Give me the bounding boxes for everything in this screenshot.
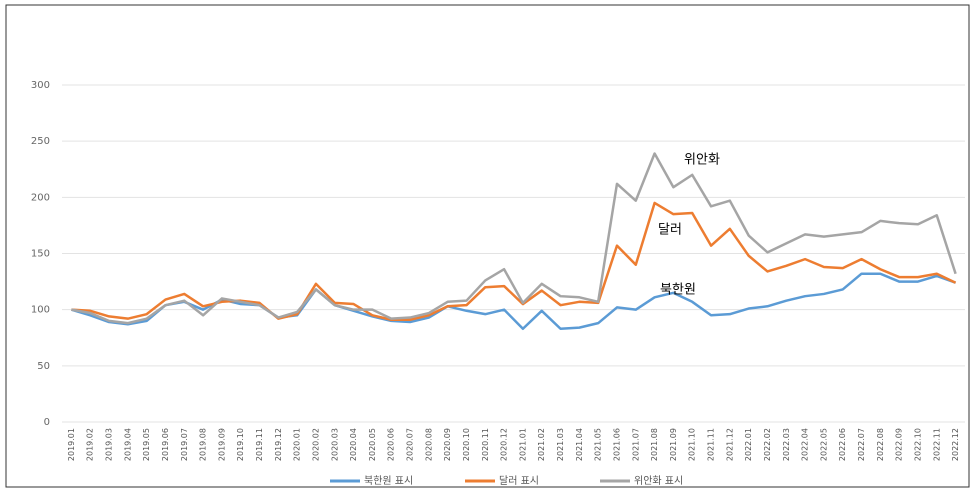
x-tick-label: 2021.10 xyxy=(688,428,697,461)
x-tick-label: 2022.03 xyxy=(782,428,791,461)
y-tick-label: 100 xyxy=(31,305,50,316)
x-tick-label: 2022.12 xyxy=(951,428,960,461)
y-tick-label: 200 xyxy=(31,192,50,203)
x-tick-label: 2019.09 xyxy=(217,428,226,461)
x-tick-label: 2020.05 xyxy=(368,428,377,461)
x-tick-label: 2020.06 xyxy=(387,428,396,461)
x-tick-label: 2020.04 xyxy=(349,428,358,461)
x-tick-label: 2022.11 xyxy=(932,428,941,461)
x-tick-label: 2019.02 xyxy=(86,428,95,461)
x-tick-label: 2022.10 xyxy=(913,428,922,461)
x-tick-label: 2022.02 xyxy=(763,428,772,461)
legend-label: 달러 표시 xyxy=(499,475,539,487)
x-tick-label: 2021.05 xyxy=(594,428,603,461)
x-tick-label: 2022.01 xyxy=(744,428,753,461)
x-tick-label: 2021.02 xyxy=(537,428,546,461)
x-tick-label: 2022.08 xyxy=(876,428,885,461)
y-tick-label: 50 xyxy=(37,361,50,372)
x-tick-label: 2020.07 xyxy=(406,428,415,461)
y-tick-label: 300 xyxy=(31,80,50,91)
x-tick-label: 2021.08 xyxy=(650,428,659,461)
x-tick-label: 2020.09 xyxy=(443,428,452,461)
x-tick-label: 2021.03 xyxy=(556,428,565,461)
x-tick-label: 2020.11 xyxy=(481,428,490,461)
x-tick-label: 2019.10 xyxy=(236,428,245,461)
x-tick-label: 2020.01 xyxy=(293,428,302,461)
legend-label: 북한원 표시 xyxy=(364,475,413,487)
x-tick-label: 2022.04 xyxy=(801,428,810,461)
annotation: 북한원 xyxy=(660,283,696,298)
x-tick-label: 2022.05 xyxy=(819,428,828,461)
x-tick-label: 2021.12 xyxy=(725,428,734,461)
x-tick-label: 2021.07 xyxy=(631,428,640,461)
x-tick-label: 2021.01 xyxy=(518,428,527,461)
x-tick-label: 2022.06 xyxy=(838,428,847,461)
x-tick-label: 2019.07 xyxy=(180,428,189,461)
annotation: 달러 xyxy=(658,223,682,238)
x-tick-label: 2020.08 xyxy=(424,428,433,461)
x-tick-label: 2019.12 xyxy=(274,428,283,461)
x-tick-label: 2020.03 xyxy=(330,428,339,461)
x-tick-label: 2022.09 xyxy=(895,428,904,461)
x-tick-label: 2019.01 xyxy=(67,428,76,461)
x-tick-label: 2020.10 xyxy=(462,428,471,461)
x-tick-label: 2019.11 xyxy=(255,428,264,461)
x-tick-label: 2020.02 xyxy=(311,428,320,461)
x-tick-label: 2021.09 xyxy=(669,428,678,461)
y-tick-label: 250 xyxy=(31,136,50,147)
x-tick-label: 2019.05 xyxy=(142,428,151,461)
x-tick-label: 2022.07 xyxy=(857,428,866,461)
x-tick-label: 2021.11 xyxy=(707,428,716,461)
x-tick-label: 2021.04 xyxy=(575,428,584,461)
annotation: 위안화 xyxy=(684,153,720,168)
x-tick-label: 2019.06 xyxy=(161,428,170,461)
y-tick-label: 150 xyxy=(31,249,50,260)
series-line xyxy=(71,152,957,325)
y-tick-label: 0 xyxy=(44,417,50,428)
x-tick-label: 2019.03 xyxy=(105,428,114,461)
x-tick-label: 2019.04 xyxy=(123,428,132,461)
legend-label: 위안화 표시 xyxy=(634,474,683,487)
x-tick-label: 2020.12 xyxy=(500,428,509,461)
x-tick-label: 2019.08 xyxy=(199,428,208,461)
frame xyxy=(5,4,970,488)
x-tick-label: 2021.06 xyxy=(612,428,621,461)
